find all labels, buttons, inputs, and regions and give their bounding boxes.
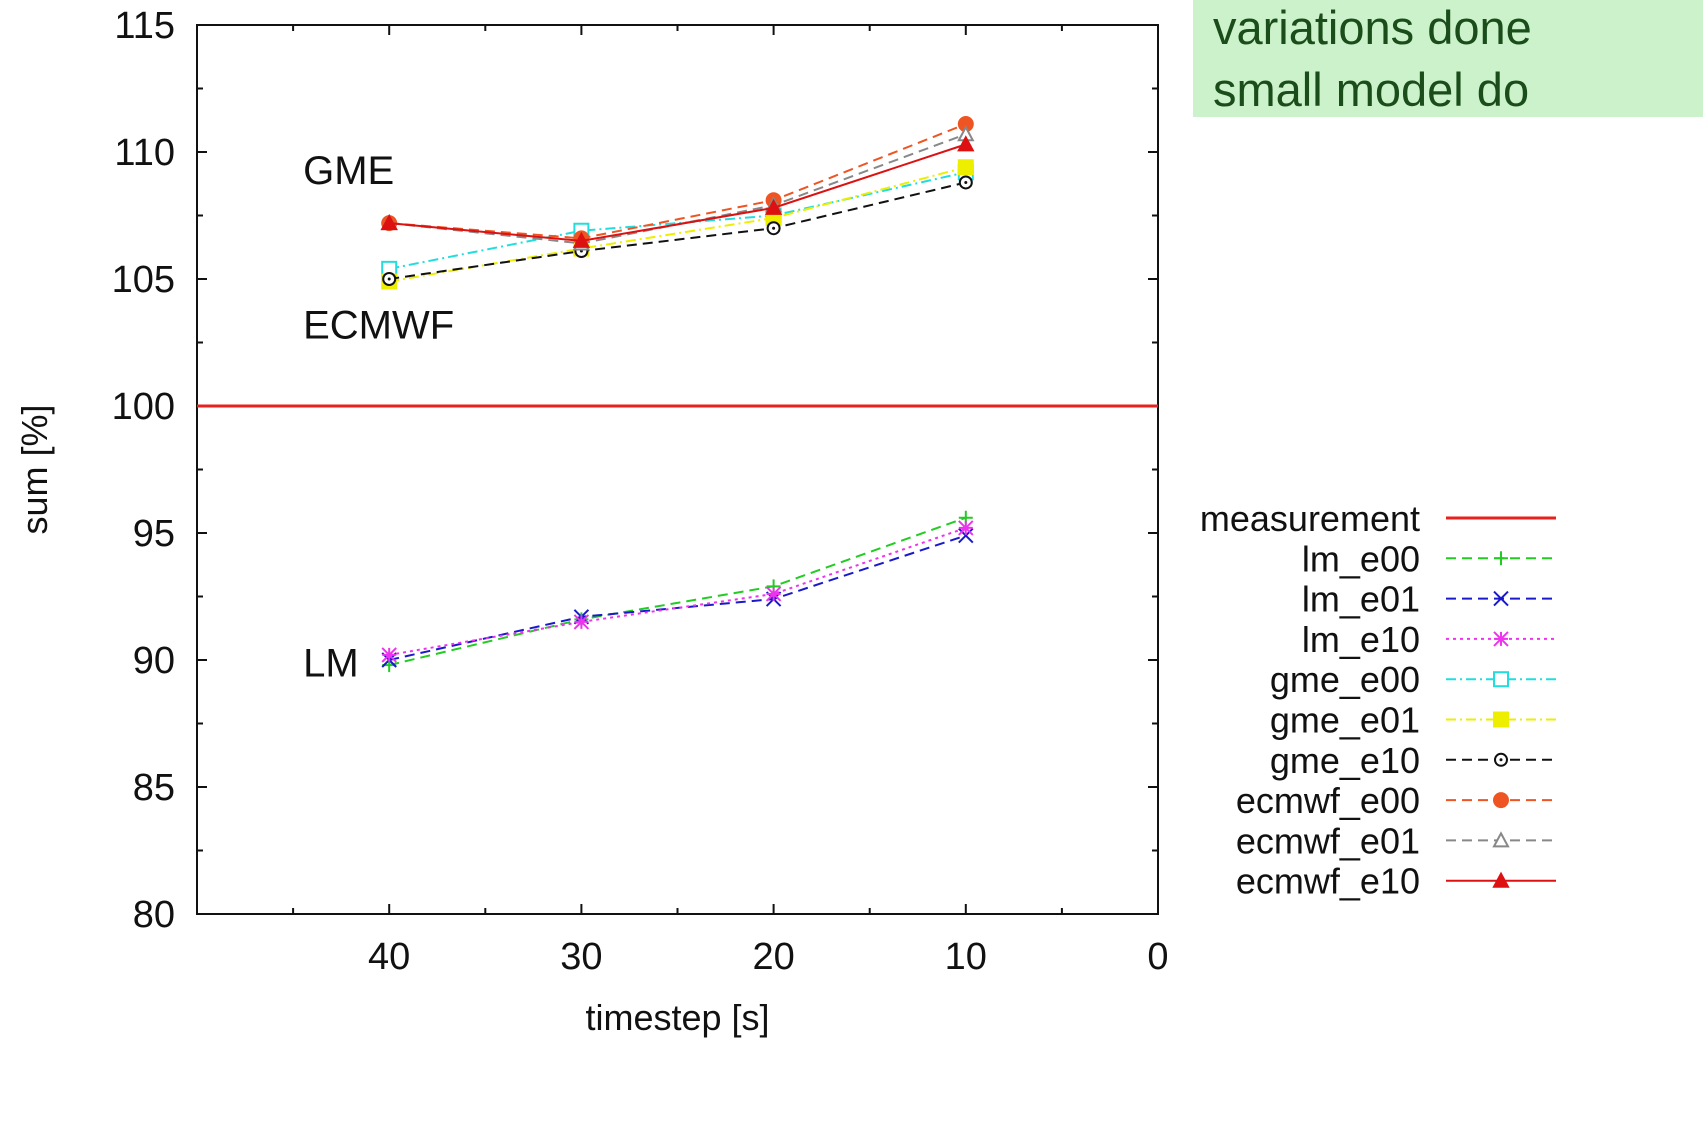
data-point-dot bbox=[772, 226, 776, 230]
annotation-gme: GME bbox=[303, 149, 394, 193]
series-line bbox=[389, 133, 967, 245]
data-point-dot bbox=[387, 277, 391, 281]
y-tick-label: 85 bbox=[133, 767, 175, 809]
legend-marker bbox=[1492, 831, 1510, 848]
series-line bbox=[389, 526, 967, 656]
y-tick-label: 90 bbox=[133, 640, 175, 682]
series-ecmwf-e00 bbox=[381, 116, 974, 247]
legend-label: ecmwf_e10 bbox=[1236, 861, 1420, 902]
y-tick-label: 80 bbox=[133, 894, 175, 936]
legend-marker-dot bbox=[1499, 758, 1503, 762]
legend-label: ecmwf_e01 bbox=[1236, 820, 1420, 861]
data-point bbox=[764, 198, 783, 215]
legend-marker bbox=[1493, 631, 1509, 647]
data-point bbox=[573, 614, 590, 630]
legend-marker bbox=[1493, 711, 1509, 728]
legend-label: ecmwf_e00 bbox=[1236, 780, 1420, 821]
note-line-2: small model do bbox=[1213, 63, 1530, 116]
data-point bbox=[572, 231, 591, 248]
legend-marker bbox=[1494, 551, 1508, 566]
note-line-1: variations done bbox=[1213, 1, 1532, 54]
y-tick-label: 115 bbox=[114, 5, 175, 47]
series-line bbox=[388, 516, 967, 667]
annotation-ecmwf: ECMWF bbox=[303, 304, 454, 348]
y-axis-label: sum [%] bbox=[14, 404, 55, 534]
legend-label: gme_e01 bbox=[1270, 700, 1420, 741]
x-tick-label: 0 bbox=[1147, 936, 1168, 978]
series-gme-e10 bbox=[382, 175, 973, 286]
annotation-lm: LM bbox=[303, 642, 359, 686]
y-tick-label: 110 bbox=[114, 132, 175, 174]
series-lm-e00 bbox=[382, 510, 973, 673]
x-tick-label: 40 bbox=[368, 936, 410, 978]
data-point-dot bbox=[964, 180, 968, 184]
legend-label: lm_e00 bbox=[1302, 538, 1420, 579]
y-tick-label: 105 bbox=[112, 259, 175, 301]
series-line bbox=[389, 166, 967, 283]
legend-marker bbox=[1492, 871, 1510, 888]
y-tick-label: 100 bbox=[112, 386, 175, 428]
data-point bbox=[958, 527, 974, 544]
y-tick-label: 95 bbox=[133, 513, 175, 555]
series-gme-e00 bbox=[381, 164, 974, 277]
series-line bbox=[389, 171, 967, 270]
x-tick-label: 20 bbox=[752, 936, 794, 978]
legend-label: measurement bbox=[1200, 498, 1420, 539]
data-point bbox=[957, 135, 975, 152]
series-line bbox=[389, 181, 967, 280]
data-point bbox=[957, 159, 974, 176]
legend-label: lm_e01 bbox=[1302, 579, 1420, 620]
x-tick-label: 30 bbox=[560, 936, 602, 978]
legend-label: lm_e10 bbox=[1302, 619, 1420, 660]
note-box: variations done small model do bbox=[1193, 0, 1703, 117]
legend-marker bbox=[1493, 792, 1509, 809]
data-point bbox=[765, 586, 782, 602]
legend-marker bbox=[1493, 671, 1509, 688]
data-point bbox=[380, 214, 398, 231]
series-ecmwf-e10 bbox=[380, 135, 975, 248]
x-axis-label: timestep [s] bbox=[585, 997, 769, 1038]
data-point bbox=[958, 520, 974, 536]
legend-label: gme_e00 bbox=[1270, 659, 1420, 700]
series-line bbox=[388, 534, 967, 661]
data-point bbox=[381, 647, 397, 663]
legend-marker bbox=[1493, 590, 1509, 607]
series-line bbox=[389, 143, 967, 242]
series-line bbox=[389, 123, 967, 240]
legend-label: gme_e10 bbox=[1270, 740, 1420, 781]
x-tick-label: 10 bbox=[945, 936, 987, 978]
series-lm-e10 bbox=[381, 520, 974, 663]
